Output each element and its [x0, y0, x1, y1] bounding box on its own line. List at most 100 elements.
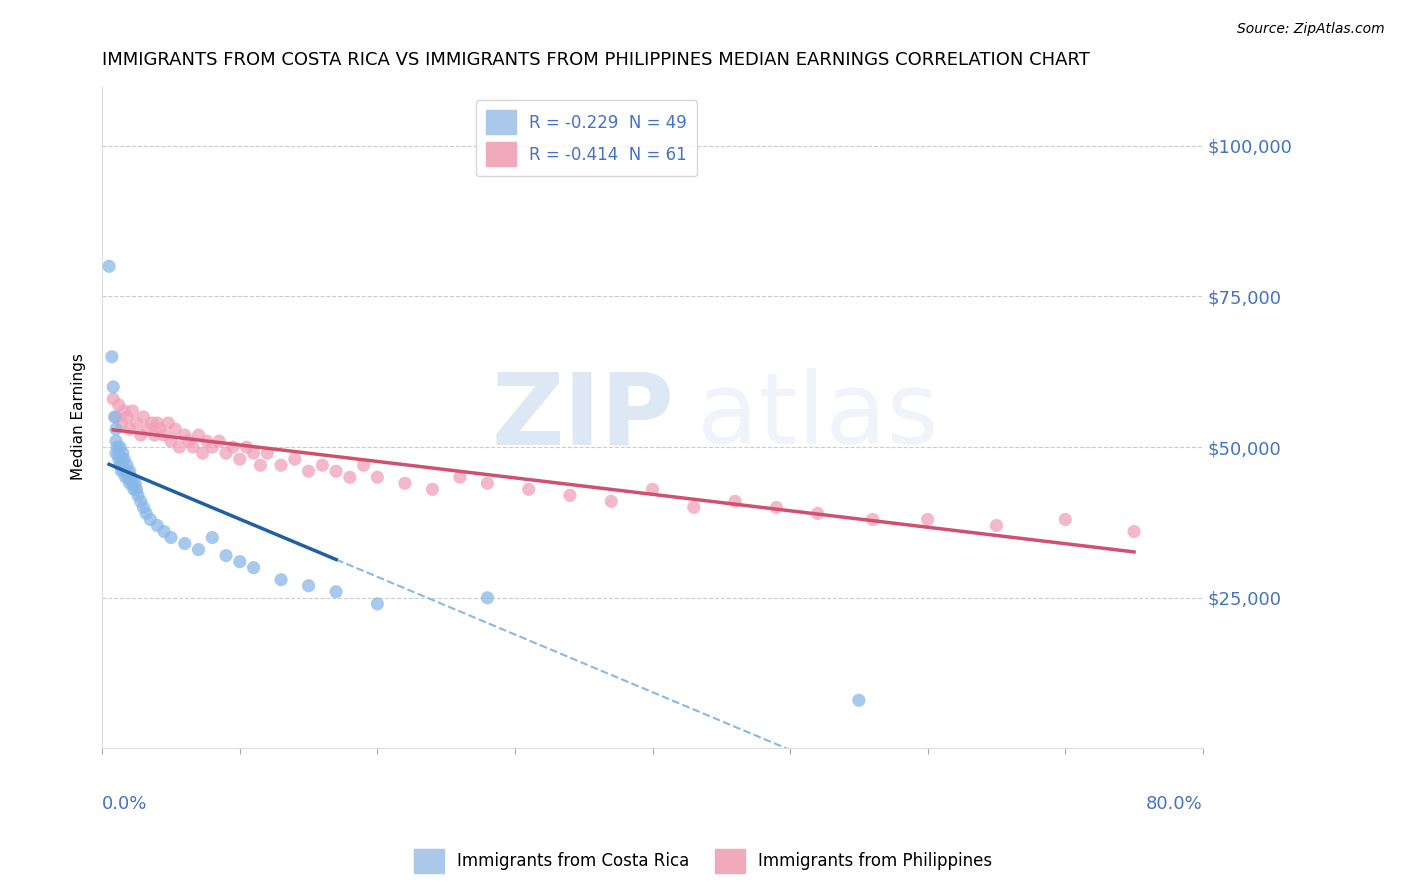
Point	[103, 392, 125, 406]
Point	[477, 476, 499, 491]
Point	[143, 428, 166, 442]
Point	[517, 483, 540, 497]
Point	[807, 507, 830, 521]
Point	[104, 409, 127, 424]
Point	[108, 458, 131, 473]
Point	[862, 512, 884, 526]
Point	[394, 476, 416, 491]
Point	[115, 409, 138, 424]
Point	[339, 470, 361, 484]
Point	[104, 422, 127, 436]
Point	[153, 428, 176, 442]
Point	[103, 380, 125, 394]
Text: Source: ZipAtlas.com: Source: ZipAtlas.com	[1237, 22, 1385, 37]
Point	[114, 470, 136, 484]
Point	[135, 507, 157, 521]
Point	[104, 434, 127, 449]
Text: IMMIGRANTS FROM COSTA RICA VS IMMIGRANTS FROM PHILIPPINES MEDIAN EARNINGS CORREL: IMMIGRANTS FROM COSTA RICA VS IMMIGRANTS…	[103, 51, 1090, 69]
Point	[105, 440, 128, 454]
Point	[270, 458, 292, 473]
Point	[136, 422, 159, 436]
Point	[325, 584, 347, 599]
Point	[129, 428, 152, 442]
Point	[146, 518, 169, 533]
Point	[160, 531, 183, 545]
Point	[111, 446, 134, 460]
Point	[682, 500, 704, 515]
Point	[449, 470, 471, 484]
Point	[124, 476, 146, 491]
Point	[107, 446, 129, 460]
Point	[157, 416, 180, 430]
Y-axis label: Median Earnings: Median Earnings	[72, 353, 86, 481]
Text: 0.0%: 0.0%	[103, 795, 148, 813]
Point	[422, 483, 444, 497]
Point	[110, 416, 132, 430]
Point	[112, 464, 135, 478]
Point	[249, 458, 271, 473]
Point	[229, 452, 252, 467]
Point	[215, 446, 238, 460]
Point	[191, 446, 214, 460]
Point	[165, 422, 187, 436]
Point	[177, 434, 200, 449]
Point	[122, 483, 145, 497]
Point	[153, 524, 176, 539]
Point	[366, 597, 388, 611]
Point	[600, 494, 623, 508]
Point	[101, 350, 124, 364]
Point	[297, 464, 319, 478]
Point	[181, 440, 204, 454]
Point	[104, 446, 127, 460]
Point	[139, 512, 162, 526]
Point	[132, 409, 155, 424]
Point	[325, 464, 347, 478]
Legend: Immigrants from Costa Rica, Immigrants from Philippines: Immigrants from Costa Rica, Immigrants f…	[408, 842, 998, 880]
Point	[187, 542, 209, 557]
Point	[112, 452, 135, 467]
Point	[111, 458, 134, 473]
Point	[222, 440, 245, 454]
Point	[195, 434, 218, 449]
Point	[149, 422, 172, 436]
Point	[235, 440, 257, 454]
Point	[110, 464, 132, 478]
Point	[118, 476, 141, 491]
Point	[256, 446, 278, 460]
Point	[115, 464, 138, 478]
Point	[558, 488, 581, 502]
Point	[121, 404, 143, 418]
Point	[477, 591, 499, 605]
Point	[201, 531, 224, 545]
Point	[118, 464, 141, 478]
Point	[848, 693, 870, 707]
Point	[125, 483, 148, 497]
Point	[724, 494, 747, 508]
Point	[132, 500, 155, 515]
Point	[986, 518, 1008, 533]
Point	[229, 555, 252, 569]
Text: atlas: atlas	[696, 368, 938, 466]
Point	[1123, 524, 1146, 539]
Point	[173, 428, 195, 442]
Point	[125, 416, 148, 430]
Point	[167, 440, 190, 454]
Point	[270, 573, 292, 587]
Point	[160, 434, 183, 449]
Point	[208, 434, 231, 449]
Point	[120, 470, 142, 484]
Legend: R = -0.229  N = 49, R = -0.414  N = 61: R = -0.229 N = 49, R = -0.414 N = 61	[477, 101, 697, 176]
Point	[117, 470, 139, 484]
Point	[1054, 512, 1077, 526]
Point	[127, 488, 149, 502]
Point	[110, 452, 132, 467]
Point	[118, 422, 141, 436]
Point	[284, 452, 307, 467]
Point	[201, 440, 224, 454]
Text: ZIP: ZIP	[492, 368, 675, 466]
Point	[366, 470, 388, 484]
Point	[121, 476, 143, 491]
Point	[115, 458, 138, 473]
Point	[242, 446, 264, 460]
Point	[107, 452, 129, 467]
